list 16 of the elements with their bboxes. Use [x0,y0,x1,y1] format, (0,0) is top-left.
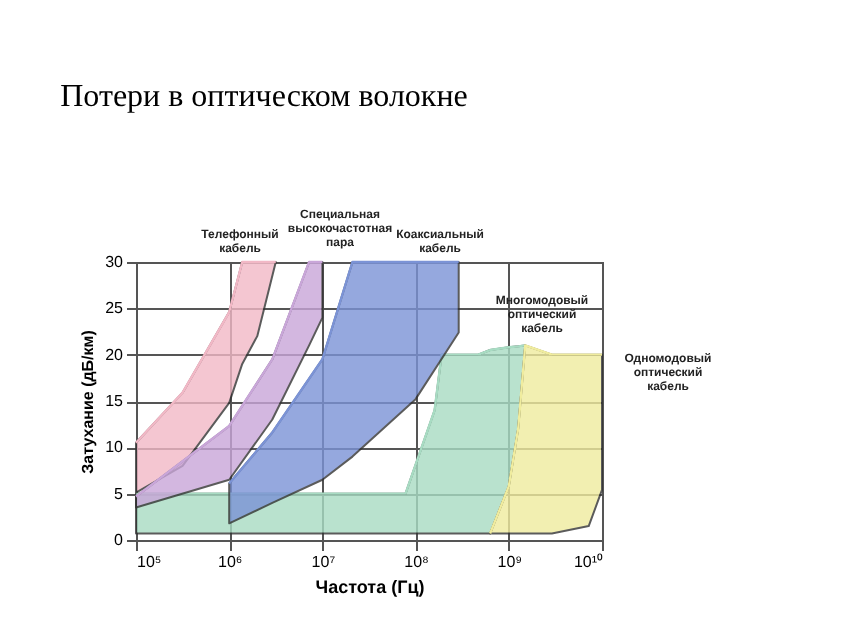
x-tick-label: 10⁹ [497,553,523,571]
x-tick-label: 10¹⁰ [573,553,603,571]
y-tick-label: 20 [105,345,125,364]
y-tick-label: 25 [105,299,125,318]
x-tick-label: 10⁶ [218,553,243,571]
y-tick-label: 30 [105,253,125,271]
y-axis-title: Затухание (дБ/км) [79,329,98,474]
x-tick-label: 10⁵ [137,553,162,571]
x-tick-label: 10⁷ [311,553,336,571]
y-tick-label: 15 [105,392,125,410]
x-axis-title: Частота (Гц) [315,577,425,597]
y-tick-label: 5 [114,484,125,503]
x-tick-label: 10⁸ [404,553,429,571]
y-tick-label: 10 [105,438,125,457]
y-tick-label: 0 [114,531,125,549]
chart-title: Потери в оптическом волокне [60,80,468,114]
